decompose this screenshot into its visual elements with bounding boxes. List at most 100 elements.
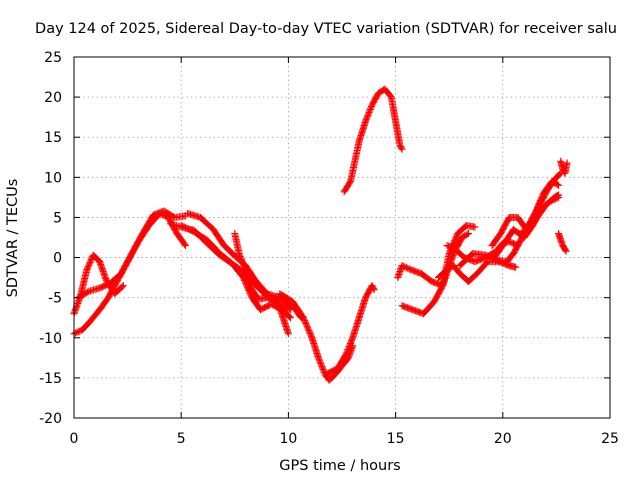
data-point-marker (370, 286, 378, 294)
data-point-marker (362, 117, 370, 125)
series-track7 (231, 229, 292, 338)
data-point-marker (319, 364, 327, 372)
data-point-marker (84, 263, 92, 271)
data-point-marker (512, 263, 520, 271)
data-point-marker (364, 111, 372, 119)
data-point-marker (343, 347, 351, 355)
data-point-marker (239, 260, 247, 268)
data-point-marker (363, 113, 371, 121)
data-point-marker (362, 116, 370, 124)
data-point-marker (363, 114, 371, 122)
data-point-marker (347, 338, 355, 346)
data-point-marker (315, 355, 323, 363)
data-point-marker (449, 253, 457, 261)
data-point-marker (365, 110, 373, 118)
data-point-marker (119, 282, 127, 290)
series-track3 (74, 207, 189, 302)
series-track10 (340, 85, 406, 196)
data-point-marker (345, 344, 353, 352)
data-point-marker (553, 181, 561, 189)
x-tick-label: 25 (601, 431, 619, 447)
series-track18 (516, 191, 563, 237)
data-point-marker (561, 246, 569, 254)
data-point-marker (240, 261, 248, 269)
data-point-marker (87, 257, 95, 265)
series-track6 (177, 221, 295, 322)
data-point-marker (236, 252, 244, 260)
data-point-marker (447, 257, 455, 265)
grid-layer (74, 57, 610, 418)
x-tick-label: 20 (494, 431, 512, 447)
data-point-marker (366, 107, 374, 115)
data-point-marker (342, 350, 350, 358)
data-point-marker (562, 247, 570, 255)
data-point-marker (317, 361, 325, 369)
data-point-marker (85, 260, 93, 268)
data-point-marker (448, 256, 456, 264)
y-tick-labels: -20 -15 -10 -5 0 5 10 15 20 25 (39, 50, 62, 427)
axis-ticks (73, 56, 611, 419)
data-point-marker (365, 108, 373, 116)
data-point-marker (287, 314, 295, 322)
y-tick-label: -10 (39, 331, 62, 347)
data-point-marker (553, 192, 561, 200)
chart-title: Day 124 of 2025, Sidereal Day-to-day VTE… (35, 21, 617, 37)
x-tick-label: 10 (279, 431, 297, 447)
x-tick-label: 0 (70, 431, 79, 447)
data-point-marker (343, 348, 351, 356)
data-point-marker (241, 264, 249, 272)
data-point-marker (284, 330, 292, 338)
data-point-marker (317, 360, 325, 368)
data-point-marker (235, 250, 243, 258)
y-tick-label: -20 (39, 411, 62, 427)
data-point-marker (563, 159, 571, 167)
data-point-marker (87, 255, 95, 263)
data-marks (70, 85, 571, 384)
data-point-marker (366, 106, 374, 114)
series-track9 (323, 282, 378, 378)
y-tick-label: -5 (48, 291, 62, 307)
y-tick-label: 5 (53, 210, 62, 226)
data-point-marker (85, 261, 93, 269)
y-tick-label: 0 (53, 251, 62, 267)
data-point-marker (238, 257, 246, 265)
data-point-marker (86, 258, 94, 266)
y-tick-label: 10 (44, 170, 62, 186)
data-point-marker (84, 264, 92, 272)
data-point-marker (118, 283, 126, 291)
y-tick-label: 20 (44, 90, 62, 106)
data-point-marker (346, 341, 354, 349)
x-tick-label: 5 (177, 431, 186, 447)
y-tick-label: 15 (44, 130, 62, 146)
data-point-marker (348, 335, 356, 343)
data-point-marker (555, 181, 563, 189)
y-tick-label: 25 (44, 50, 62, 66)
data-point-marker (240, 263, 248, 271)
data-point-marker (471, 223, 479, 231)
series-track13 (434, 258, 520, 286)
data-point-marker (320, 367, 328, 375)
data-point-marker (83, 266, 91, 274)
data-point-marker (319, 366, 327, 374)
data-point-marker (236, 251, 244, 259)
data-point-marker (181, 242, 189, 250)
data-point-marker (344, 345, 352, 353)
y-tick-label: -15 (39, 371, 62, 387)
data-point-marker (348, 337, 356, 345)
series-track19 (557, 157, 571, 177)
data-point-marker (448, 254, 456, 262)
data-point-marker (285, 313, 293, 321)
data-point-marker (345, 343, 353, 351)
data-point-marker (369, 284, 377, 292)
data-point-marker (181, 240, 189, 248)
y-axis-label: SDTVAR / TECUs (5, 179, 21, 298)
series-track20 (555, 229, 570, 255)
data-point-marker (239, 258, 247, 266)
x-tick-label: 15 (387, 431, 405, 447)
x-axis-label: GPS time / hours (279, 458, 400, 474)
data-point-marker (464, 229, 472, 237)
data-point-marker (398, 145, 406, 153)
data-point-marker (346, 340, 354, 348)
data-point-marker (555, 191, 563, 199)
data-point-marker (316, 358, 324, 366)
